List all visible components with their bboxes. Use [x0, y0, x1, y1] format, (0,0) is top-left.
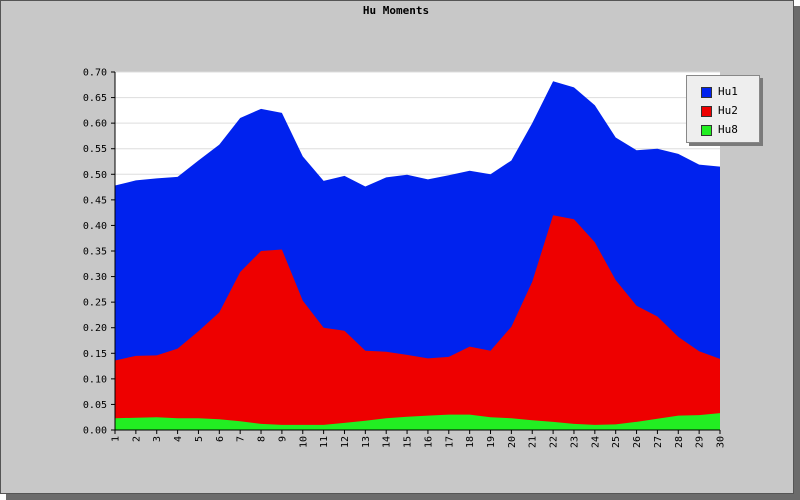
legend: Hu1 Hu2 Hu8 [686, 75, 760, 143]
y-tick-label: 0.35 [83, 247, 107, 258]
chart-title: Hu Moments [362, 4, 430, 17]
legend-label: Hu8 [718, 123, 738, 136]
x-tick-label: 19 [486, 436, 497, 448]
x-tick-label: 16 [423, 436, 434, 448]
x-tick-label: 15 [403, 436, 414, 448]
x-tick-label: 14 [382, 436, 393, 448]
x-tick-label: 10 [298, 436, 309, 448]
y-tick-label: 0.15 [83, 349, 107, 360]
legend-swatch [701, 106, 712, 117]
y-tick-label: 0.25 [83, 298, 107, 309]
x-tick-label: 28 [674, 436, 685, 448]
legend-label: Hu2 [718, 104, 738, 117]
y-tick-label: 0.40 [83, 221, 107, 232]
x-tick-label: 1 [111, 436, 122, 442]
x-tick-label: 18 [465, 436, 476, 448]
y-tick-label: 0.20 [83, 323, 107, 334]
legend-label: Hu1 [718, 85, 738, 98]
legend-swatch [701, 125, 712, 136]
x-tick-label: 7 [236, 436, 247, 442]
y-tick-label: 0.60 [83, 119, 107, 130]
x-tick-label: 2 [131, 436, 142, 442]
x-tick-label: 13 [361, 436, 372, 448]
x-tick-label: 30 [716, 436, 727, 448]
x-tick-label: 29 [695, 436, 706, 448]
x-tick-label: 6 [215, 436, 226, 442]
x-tick-label: 20 [507, 436, 518, 448]
x-tick-label: 12 [340, 436, 351, 448]
y-tick-label: 0.30 [83, 272, 107, 283]
x-tick-label: 22 [549, 436, 560, 448]
x-tick-label: 17 [444, 436, 455, 448]
y-tick-label: 0.65 [83, 93, 107, 104]
x-tick-label: 5 [194, 436, 205, 442]
legend-swatch [701, 87, 712, 98]
series-area-hu8 [115, 413, 720, 430]
x-tick-label: 11 [319, 436, 330, 448]
x-tick-label: 21 [528, 436, 539, 448]
series-area-hu2 [115, 215, 720, 430]
x-tick-label: 26 [632, 436, 643, 448]
y-tick-label: 0.55 [83, 144, 107, 155]
x-tick-label: 27 [653, 436, 664, 448]
x-tick-label: 24 [590, 436, 601, 448]
y-tick-label: 0.00 [83, 426, 107, 437]
x-axis-ticks: 1 2 3 4 5 6 7 8 9 10 11 12 13 14 15 16 17 18 19 20 21 22 23 24 2… [111, 430, 727, 448]
x-tick-label: 9 [277, 436, 288, 442]
y-axis-ticks: 0.00 0.05 0.10 0.15 0.20 0.25 0.30 0.35 0.40 0.45… [83, 68, 115, 437]
x-tick-label: 3 [152, 436, 163, 442]
y-tick-label: 0.70 [83, 68, 107, 79]
series-areas [114, 81, 721, 431]
y-tick-label: 0.10 [83, 374, 107, 385]
y-tick-label: 0.50 [83, 170, 107, 181]
x-tick-label: 8 [257, 436, 268, 442]
x-tick-label: 4 [173, 436, 184, 442]
y-tick-label: 0.45 [83, 195, 107, 206]
x-tick-label: 23 [569, 436, 580, 448]
y-tick-label: 0.05 [83, 400, 107, 411]
x-tick-label: 25 [611, 436, 622, 448]
